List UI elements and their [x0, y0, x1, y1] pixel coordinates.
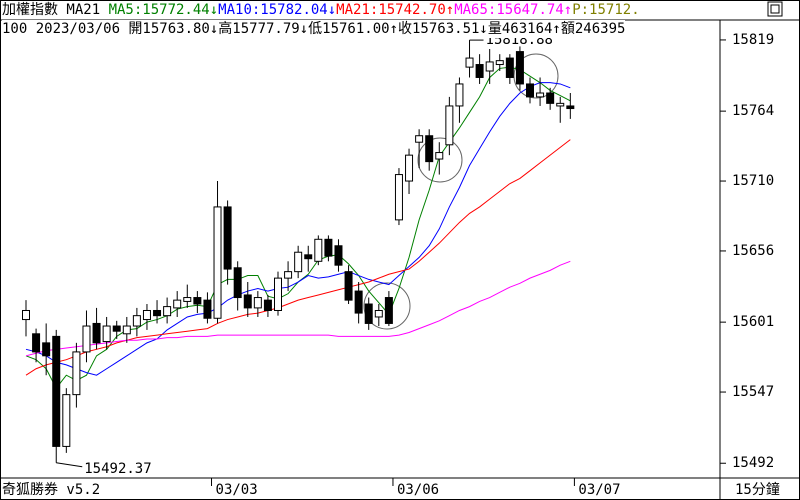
candle-body — [445, 105, 454, 146]
ma-line — [25, 139, 571, 376]
highlight-circle — [363, 282, 411, 330]
candle-body — [203, 299, 212, 319]
candle-body — [334, 245, 343, 266]
x-tick-label: 03/07 — [578, 482, 620, 498]
candle-body — [82, 325, 91, 353]
period-label: 15分鐘 — [735, 481, 780, 498]
candle-body — [536, 92, 545, 98]
candle-body — [354, 290, 363, 314]
candle-body — [163, 306, 172, 317]
candle-body — [213, 206, 222, 319]
y-tick-label: 15492 — [732, 455, 774, 471]
y-tick-label: 15601 — [732, 314, 774, 330]
header-segment: MA5:15772.44↓ — [108, 2, 219, 18]
window-button-icon — [770, 4, 780, 14]
annotation-leader — [56, 462, 83, 468]
candle-body — [425, 135, 434, 163]
x-tick-label: 03/06 — [397, 482, 439, 498]
candle-body — [193, 297, 202, 305]
candle-body — [495, 60, 504, 66]
candle-body — [183, 297, 192, 302]
candle-body — [32, 333, 41, 353]
candle-body — [384, 297, 393, 324]
candle-body — [153, 309, 162, 317]
header-segment: MA21:15742.70↑ — [336, 2, 455, 18]
y-tick-label: 15819 — [732, 32, 774, 48]
header-quote: 100 2023/03/06 開15763.80↓高15777.79↓低1576… — [2, 21, 626, 37]
candle-body — [42, 342, 51, 357]
candle-body — [284, 271, 293, 279]
candle-body — [566, 105, 575, 110]
candle-body — [515, 51, 524, 85]
candle-body — [243, 294, 252, 309]
y-tick-label: 15764 — [732, 103, 774, 119]
y-tick-label: 15710 — [732, 173, 774, 189]
candle-body — [546, 92, 555, 104]
candle-body — [374, 309, 383, 318]
candle-body — [455, 83, 464, 107]
candle-body — [364, 303, 373, 324]
candle-body — [405, 154, 414, 182]
candle-body — [122, 325, 131, 335]
header-line-1: 加權指數 MA21 MA5:15772.44↓MA10:15782.04↓MA2… — [2, 1, 640, 19]
candle-body — [132, 315, 141, 327]
candle-body — [344, 271, 353, 301]
candle-body — [304, 254, 313, 260]
header-segment: MA65:15647.74↑ — [454, 2, 573, 18]
software-label: 奇狐勝券 v5.2 — [2, 481, 100, 498]
annotation: 15492.37 — [84, 461, 151, 477]
candle-body — [465, 57, 474, 68]
candle-body — [485, 61, 494, 72]
candle-body — [142, 309, 151, 321]
candle-body — [475, 64, 484, 78]
highlight-circle — [417, 137, 463, 183]
candle-body — [112, 325, 121, 332]
header-segment: MA10:15782.04↓ — [218, 2, 337, 18]
x-tick-label: 03/03 — [216, 482, 258, 498]
candle-body — [415, 135, 424, 143]
candle-body — [314, 238, 323, 262]
header-segment: P:15712. — [572, 2, 640, 18]
highlight-circle — [513, 53, 559, 99]
candle-body — [173, 299, 182, 309]
candle-body — [263, 299, 272, 311]
ma-line — [25, 82, 571, 376]
candle-body — [435, 152, 444, 160]
y-tick-label: 15547 — [732, 384, 774, 400]
candle-body — [72, 351, 81, 396]
candle-body — [526, 83, 534, 98]
candle-body — [102, 325, 111, 343]
candle-body — [92, 322, 101, 344]
candle-body — [324, 238, 333, 257]
candle-body — [22, 309, 30, 321]
candle-body — [556, 102, 565, 107]
ma-line — [25, 260, 571, 357]
header-line-2: 100 2023/03/06 開15763.80↓高15777.79↓低1576… — [2, 20, 626, 38]
window-button[interactable] — [767, 1, 783, 17]
plot: 15819 15764 15710 15656 15601 15547 15492 03/03… — [22, 32, 774, 498]
candle-body — [274, 277, 282, 311]
candle-body — [394, 174, 403, 221]
candle-body — [505, 57, 514, 78]
candle-body — [62, 394, 71, 447]
header-segment: 加權指數 MA21 — [2, 2, 109, 18]
candle-body — [223, 206, 232, 270]
candle-body — [294, 251, 303, 273]
candle-body — [253, 297, 262, 309]
y-tick-label: 15656 — [732, 243, 774, 259]
candle-body — [233, 267, 242, 299]
candle-body — [52, 335, 61, 447]
